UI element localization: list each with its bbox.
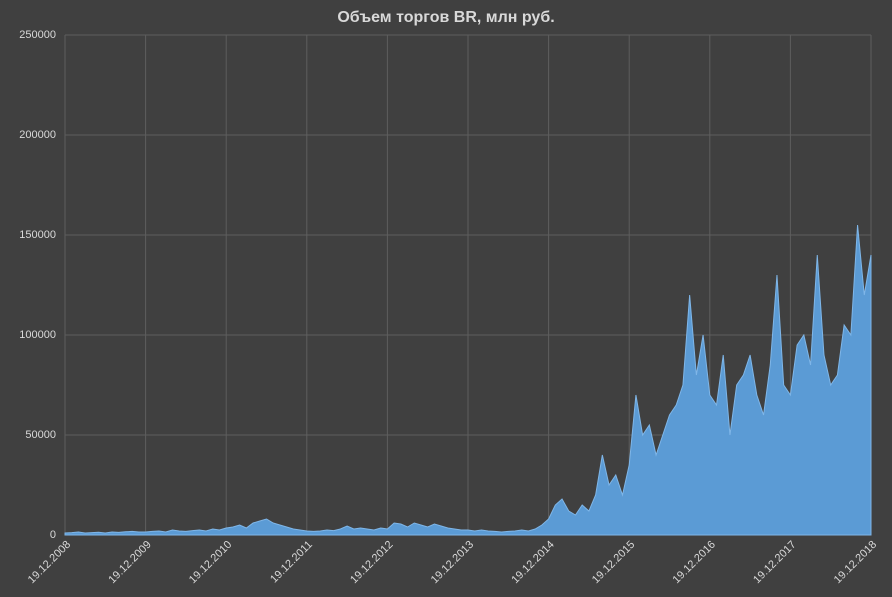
- y-tick-label: 0: [50, 529, 56, 541]
- y-tick-label: 50000: [25, 429, 56, 441]
- area: [64, 224, 872, 536]
- y-tick-label: 200000: [19, 129, 56, 141]
- y-tick-label: 250000: [19, 29, 56, 41]
- y-tick-label: 100000: [19, 329, 56, 341]
- chart-title: Объем торгов BR, млн руб.: [337, 9, 554, 26]
- y-tick-label: 150000: [19, 229, 56, 241]
